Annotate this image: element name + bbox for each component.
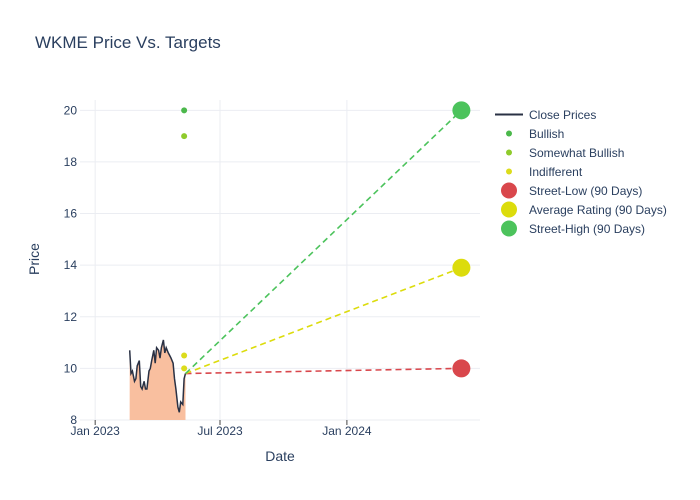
legend-marker-swatch: [501, 182, 517, 199]
street-high-90-days-projection: [184, 109, 462, 375]
close-price-fill: [129, 340, 186, 420]
y-axis-title: Price: [26, 243, 42, 275]
legend-label: Street-Low (90 Days): [529, 183, 643, 198]
somewhat-bullish-marker: [181, 133, 188, 140]
y-tick-label: 8: [70, 413, 77, 427]
bullish-marker: [181, 107, 188, 114]
legend-label: Somewhat Bullish: [529, 145, 625, 160]
legend-symbol: [494, 105, 524, 124]
average-rating-90-days-projection: [185, 266, 462, 375]
y-tick-label: 16: [64, 207, 78, 221]
legend-label: Street-High (90 Days): [529, 221, 646, 236]
legend-symbol: [494, 181, 524, 200]
legend-symbol: [494, 162, 524, 181]
axis-ticks: 8 10 12 14 16 18 20 Jan 2023 Jul 2023 Jan 2024: [64, 103, 372, 438]
legend-marker-swatch: [501, 201, 517, 218]
legend-marker-swatch: [506, 168, 512, 175]
indifferent-marker: [181, 352, 188, 359]
grid: [80, 100, 480, 421]
legend-label: Bullish: [529, 126, 565, 141]
legend-marker-swatch: [501, 220, 517, 237]
legend-symbol: [494, 200, 524, 219]
y-tick-label: 14: [64, 258, 78, 272]
close-price-line: [128, 339, 187, 413]
legend-item[interactable]: Street-High (90 Days): [494, 219, 667, 238]
y-tick-label: 12: [64, 310, 78, 324]
legend-label: Close Prices: [529, 107, 597, 122]
x-tick-label: Jan 2024: [322, 424, 372, 438]
legend-marker-swatch: [506, 130, 512, 137]
legend-item[interactable]: Indifferent: [494, 162, 667, 181]
legend-item[interactable]: Bullish: [494, 124, 667, 143]
y-tick-label: 20: [64, 103, 78, 117]
x-tick-label: Jan 2023: [70, 424, 120, 438]
legend-marker-swatch: [506, 149, 512, 156]
legend-label: Average Rating (90 Days): [529, 202, 667, 217]
x-axis-title: Date: [265, 448, 295, 464]
legend-item[interactable]: Somewhat Bullish: [494, 143, 667, 162]
average-rating-90-days-marker: [452, 258, 471, 277]
close-price-area: [129, 340, 186, 420]
chart-title: WKME Price Vs. Targets: [35, 33, 221, 52]
legend-item[interactable]: Street-Low (90 Days): [494, 181, 667, 200]
y-tick-label: 18: [64, 155, 78, 169]
legend-item[interactable]: Average Rating (90 Days): [494, 200, 667, 219]
legend-symbol: [494, 143, 524, 162]
street-low-90-days-projection: [185, 367, 462, 375]
legend-symbol: [494, 124, 524, 143]
markers: [181, 101, 471, 378]
street-high-90-days-marker: [452, 101, 471, 120]
legend-symbol: [494, 219, 524, 238]
y-tick-label: 10: [64, 361, 78, 375]
legend-item[interactable]: Close Prices: [494, 105, 667, 124]
legend-label: Indifferent: [529, 164, 583, 179]
street-low-90-days-marker: [452, 359, 471, 378]
target-projection-lines: [184, 109, 462, 375]
legend: Close Prices Bullish Somewhat Bullish Indif…: [494, 105, 667, 238]
x-tick-label: Jul 2023: [197, 424, 243, 438]
indifferent-marker: [181, 365, 188, 372]
close-price-line-layer: [128, 339, 187, 413]
